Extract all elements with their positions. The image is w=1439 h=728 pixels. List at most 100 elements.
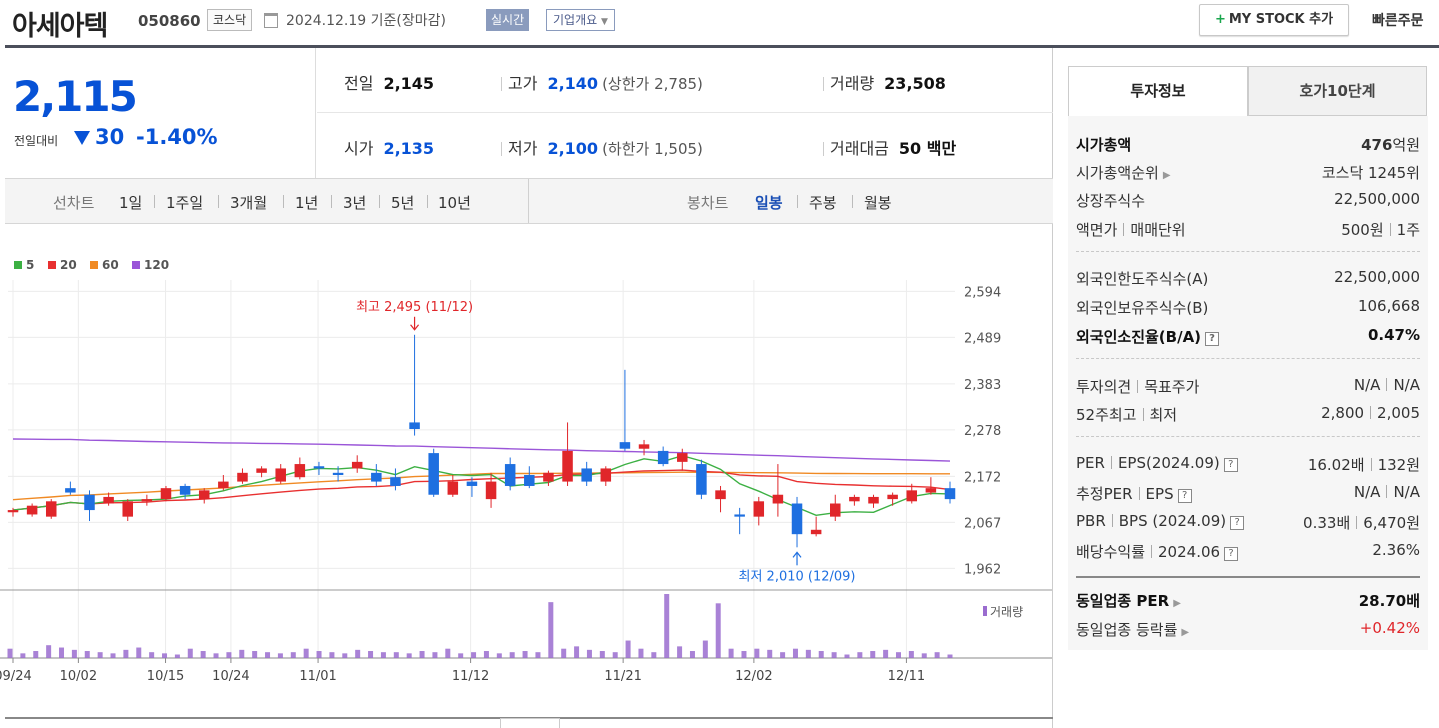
quick-order-button[interactable]: 빠른주문 [1372, 13, 1424, 29]
info-row: 시가총액순위 ▶ 코스닥 1245위 [1076, 158, 1420, 186]
candle-daily-button[interactable]: 일봉 [755, 194, 783, 212]
add-my-stock-button[interactable]: + MY STOCK 추가 [1199, 4, 1349, 36]
amount-value: 50 백만 [898, 139, 957, 158]
add-my-stock-label: MY STOCK 추가 [1228, 12, 1334, 27]
x-tick-label: 11/01 [299, 669, 336, 684]
x-tick-label: 12/02 [735, 669, 772, 684]
help-icon[interactable]: ? [1224, 547, 1239, 561]
period-3m-button[interactable]: 3개월 [230, 194, 268, 212]
y-tick-label: 2,489 [964, 331, 1001, 346]
legend-label: 120 [144, 258, 169, 272]
market-cap-value: 476 [1361, 136, 1393, 154]
candle-body [524, 475, 535, 486]
period-1w-button[interactable]: 1주일 [166, 194, 204, 212]
chevron-right-icon: ▶ [1162, 170, 1171, 181]
info-row: 외국인한도주식수(A) 22,500,000 [1076, 264, 1420, 292]
high-cell: 고가 2,140 (상한가 2,785) [501, 70, 703, 94]
volume-legend-swatch [983, 606, 987, 616]
help-icon[interactable]: ? [1177, 489, 1192, 503]
legend-label: 5 [26, 258, 34, 272]
opinion-label: 투자의견 [1076, 378, 1132, 396]
volume-bar [831, 652, 837, 658]
help-icon[interactable]: ? [1230, 516, 1245, 530]
x-tick-label: 10/24 [212, 669, 249, 684]
candle-body [26, 505, 38, 515]
divider [823, 77, 824, 91]
candle-body [638, 444, 650, 449]
candle-body [791, 503, 803, 535]
volume-bar [277, 653, 283, 658]
candle-body [141, 499, 153, 502]
low-cell: 저가 2,100 (하한가 1,505) [501, 135, 703, 159]
period-1d-button[interactable]: 1일 [119, 194, 143, 212]
tab-order-book[interactable]: 호가10단계 [1248, 66, 1427, 116]
y-tick-label: 2,278 [964, 424, 1001, 439]
volume-bar [844, 654, 850, 658]
bps-label: BPS (2024.09) [1118, 512, 1227, 530]
volume-bar [226, 652, 232, 658]
divider [1370, 406, 1372, 419]
foreign-limit-value: 22,500,000 [1334, 268, 1420, 286]
volume-bar [715, 603, 721, 658]
y-tick-label: 2,594 [964, 285, 1001, 300]
x-tick-label: 10/02 [60, 669, 97, 684]
candle-body [45, 501, 57, 517]
face-value: 500원 [1341, 221, 1384, 239]
period-10y-button[interactable]: 10년 [438, 194, 471, 212]
help-icon[interactable]: ? [1205, 332, 1220, 346]
prev-close-label: 전일 [344, 74, 374, 93]
industry-per-label-cell[interactable]: 동일업종 PER ▶ [1076, 590, 1181, 611]
info-row: 상장주식수 22,500,000 [1076, 186, 1420, 214]
candlestick-chart: 5 20 60 120 2,594 2,489 2,383 2,278 2,172 2,067 1,… [0, 250, 1052, 694]
realtime-button[interactable]: 실시간 [486, 9, 530, 31]
volume-bar [419, 651, 425, 658]
candle-monthly-button[interactable]: 월봉 [864, 194, 892, 212]
volume-bar [509, 652, 515, 658]
volume-bar [7, 648, 13, 658]
volume-bar [213, 653, 219, 658]
volume-bar [380, 652, 386, 658]
eps-value: 132원 [1377, 456, 1420, 474]
info-row: PBR BPS (2024.09)? 0.33배 6,470원 [1076, 508, 1420, 536]
volume-legend-label: 거래량 [990, 605, 1023, 619]
foreign-ratio-label: 외국인소진율(B/A) [1076, 328, 1202, 346]
volume-bar [638, 648, 644, 658]
candle-body [103, 496, 114, 504]
industry-per-value: 28.70배 [1358, 592, 1420, 610]
rank-label-cell[interactable]: 시가총액순위 ▶ [1076, 162, 1171, 183]
volume-bar [870, 651, 876, 658]
market-badge: 코스닥 [207, 9, 253, 31]
investment-info-panel: 투자정보 호가10단계 시가총액 476억원 시가총액순위 ▶ 코스닥 1245위… [1068, 66, 1428, 650]
period-5y-button[interactable]: 5년 [391, 194, 415, 212]
candle-body [237, 472, 248, 482]
ma-line-20 [12, 469, 951, 511]
volume-bar [780, 652, 786, 658]
chevron-right-icon: ▶ [1173, 598, 1181, 609]
market-cap-label: 시가총액 [1076, 136, 1132, 154]
candle-weekly-button[interactable]: 주봉 [809, 194, 837, 212]
help-icon[interactable]: ? [1223, 458, 1238, 472]
line-chart-label: 선차트 [53, 194, 95, 212]
info-row: 52주최고 최저 2,800 2,005 [1076, 400, 1420, 428]
target-value: N/A [1393, 376, 1420, 394]
x-tick-label: 10/15 [147, 669, 184, 684]
resize-handle[interactable] [500, 718, 560, 728]
volume-bar [496, 653, 502, 658]
period-1y-button[interactable]: 1년 [295, 194, 319, 212]
period-3y-button[interactable]: 3년 [343, 194, 367, 212]
chevron-down-icon: ▼ [601, 17, 608, 27]
divider [1386, 378, 1388, 391]
company-info-dropdown[interactable]: 기업개요 ▼ [546, 9, 615, 31]
volume-bar [483, 651, 489, 658]
divider [852, 195, 853, 208]
tab-investment-info[interactable]: 투자정보 [1068, 66, 1248, 116]
foreign-limit-label: 외국인한도주식수(A) [1076, 270, 1209, 288]
base-date: 2024.12.19 기준(장마감) [286, 13, 446, 29]
volume-bar [162, 653, 168, 658]
legend-swatch [90, 261, 98, 269]
divider [331, 195, 332, 208]
info-row: 시가총액 476억원 [1076, 130, 1420, 158]
div-date: 2024.06 [1158, 543, 1221, 561]
per-value: 16.02배 [1307, 456, 1365, 474]
industry-change-label-cell[interactable]: 동일업종 등락률 ▶ [1076, 619, 1189, 640]
